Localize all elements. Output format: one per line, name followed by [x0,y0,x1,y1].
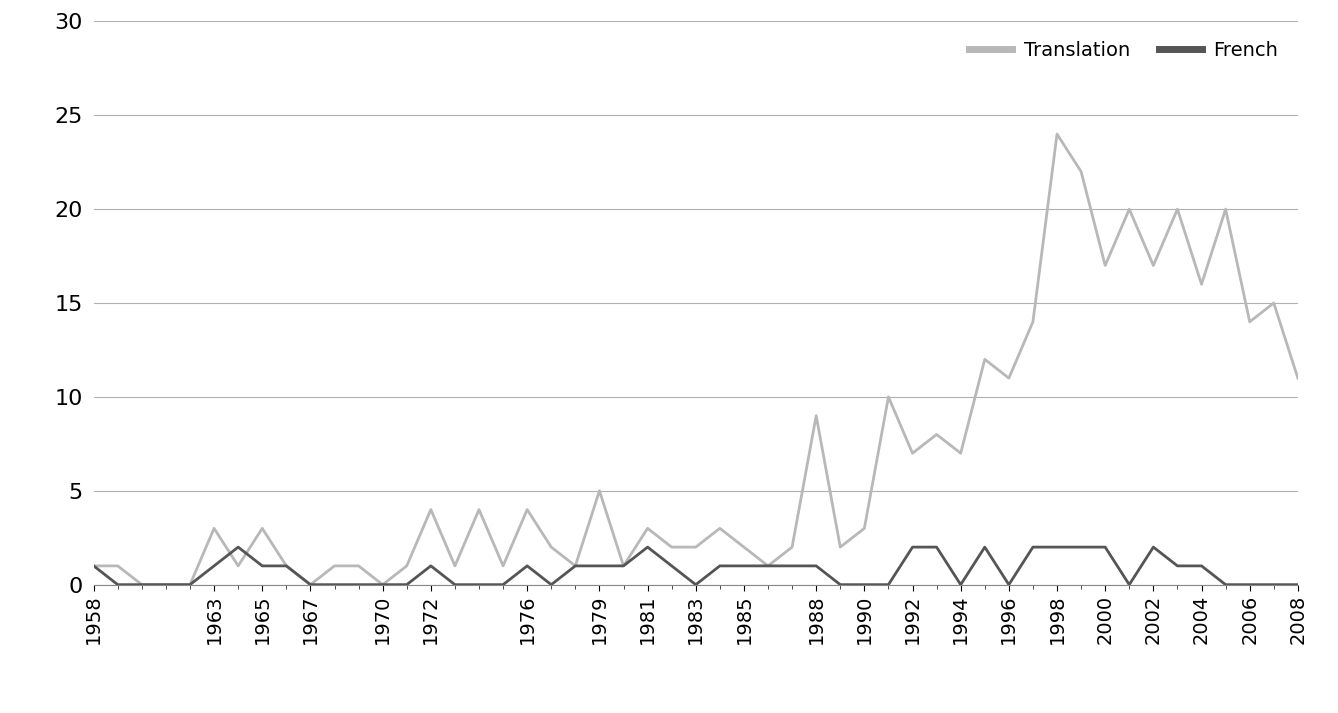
French [399,580,415,589]
French [110,580,126,589]
French [1290,580,1306,589]
Translation [1266,299,1282,307]
French [519,562,535,570]
French [230,543,246,551]
French [1001,580,1017,589]
Translation [1290,374,1306,382]
French [495,580,511,589]
Translation [86,562,102,570]
Legend: Translation, French: Translation, French [959,31,1288,70]
Translation [375,580,391,589]
Translation [471,506,487,514]
Translation [977,355,993,364]
Translation [495,562,511,570]
Line: French: French [94,547,1298,585]
French [1266,580,1282,589]
Translation [1049,130,1065,138]
French [86,562,102,570]
Line: Translation: Translation [94,134,1298,585]
French [929,543,945,551]
Translation [904,449,921,458]
Translation [134,580,150,589]
